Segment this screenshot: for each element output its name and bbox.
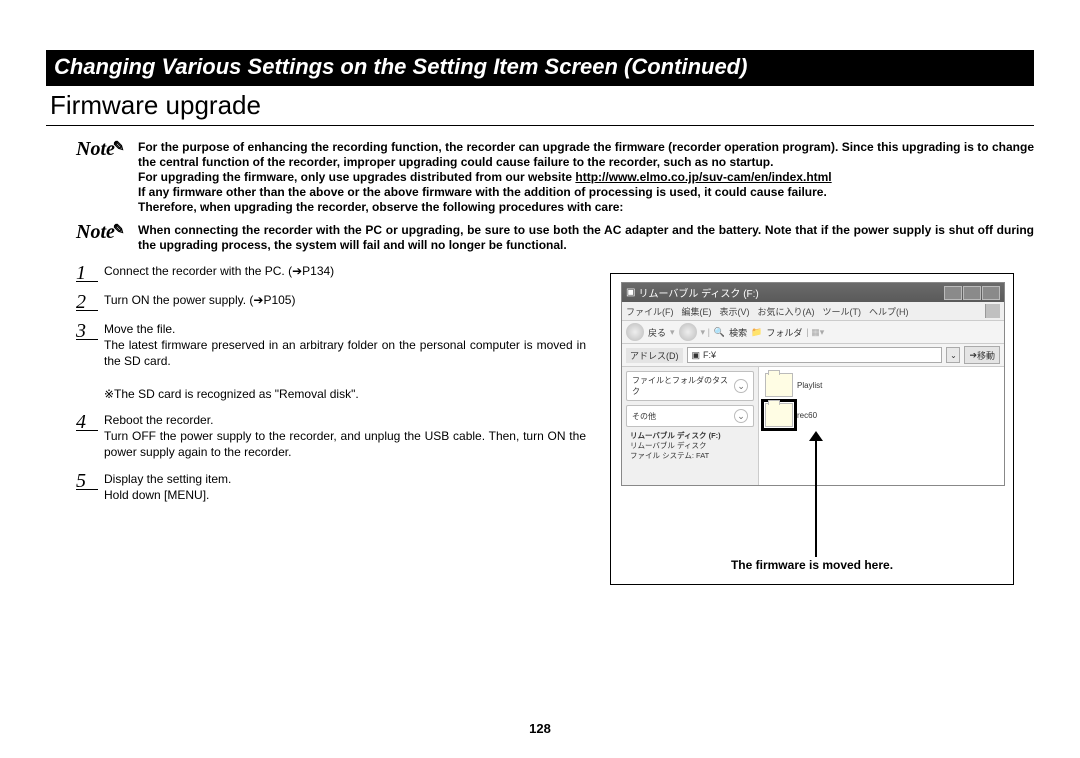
folders-label[interactable]: フォルダ (766, 326, 802, 339)
toolbar: 戻る ▾ ▾ | 🔍 検索 📁 フォルダ | ▦▾ (622, 321, 1004, 344)
menu-view[interactable]: 表示(V) (720, 305, 750, 318)
back-icon[interactable] (626, 323, 644, 341)
step-5: 5 Display the setting item. Hold down [M… (76, 469, 586, 503)
menu-edit[interactable]: 編集(E) (682, 305, 712, 318)
step-3: 3 Move the file. The latest firmware pre… (76, 319, 586, 402)
step-body: Connect the recorder with the PC. (➔P134… (104, 261, 586, 282)
step-line: The latest firmware preserved in an arbi… (104, 338, 586, 368)
step-2: 2 Turn ON the power supply. (➔P105) (76, 290, 586, 311)
window-title: リムーバブル ディスク (F:) (638, 285, 758, 300)
search-icon[interactable]: 🔍 (714, 327, 725, 338)
folders-icon[interactable]: 📁 (751, 327, 762, 338)
step-line: Hold down [MENU]. (104, 488, 209, 502)
explorer-sidebar: ファイルとフォルダのタスク ⌄ その他 ⌄ リムーバブル ディスク (F:) リ… (622, 367, 759, 485)
step-body: Turn ON the power supply. (➔P105) (104, 290, 586, 311)
step-number: 3 (76, 321, 98, 340)
forward-icon[interactable] (679, 323, 697, 341)
address-bar: アドレス(D) ▣ F:¥ ⌄ ➔ 移動 (622, 344, 1004, 367)
note-2-body: When connecting the recorder with the PC… (138, 223, 1034, 253)
step-number: 1 (76, 263, 98, 282)
side-tasks[interactable]: ファイルとフォルダのタスク ⌄ (626, 371, 754, 401)
step-line: Display the setting item. (104, 472, 231, 486)
detail-title: リムーバブル ディスク (F:) (630, 431, 750, 441)
app-logo-icon (985, 304, 1000, 318)
menu-tool[interactable]: ツール(T) (823, 305, 862, 318)
folder-label: Playlist (797, 381, 822, 390)
step-body: Move the file. The latest firmware prese… (104, 319, 586, 402)
folder-label: rec60 (797, 411, 817, 420)
maximize-icon[interactable] (963, 286, 981, 300)
minimize-icon[interactable] (944, 286, 962, 300)
address-input[interactable]: ▣ F:¥ (687, 347, 943, 363)
menu-file[interactable]: ファイル(F) (626, 305, 674, 318)
folder-item-firmware[interactable]: rec60 (765, 403, 998, 427)
hand-icon: ✎ (113, 221, 125, 237)
back-label[interactable]: 戻る (648, 326, 666, 339)
figure-box: ▣ リムーバブル ディスク (F:) ファイル(F) 編集(E) 表示(V) お… (610, 273, 1014, 585)
side-task-label: ファイルとフォルダのタスク (632, 375, 734, 397)
drive-icon: ▣ (626, 287, 635, 298)
step-number: 2 (76, 292, 98, 311)
step-line: Reboot the recorder. (104, 413, 213, 427)
address-value: F:¥ (703, 350, 716, 360)
page-header: Changing Various Settings on the Setting… (46, 50, 1034, 86)
note-1: Note✎ For the purpose of enhancing the r… (76, 140, 1034, 215)
note-label: Note (76, 221, 115, 243)
detail-line: ファイル システム: FAT (630, 451, 750, 461)
note-2: Note✎ When connecting the recorder with … (76, 223, 1034, 253)
section-title: Firmware upgrade (46, 86, 1034, 126)
chevron-icon: ⌄ (734, 379, 748, 393)
search-label[interactable]: 検索 (729, 326, 747, 339)
step-line: ※The SD card is recognized as "Removal d… (104, 387, 359, 401)
side-details: リムーバブル ディスク (F:) リムーバブル ディスク ファイル システム: … (626, 431, 754, 460)
detail-line: リムーバブル ディスク (630, 441, 750, 451)
chevron-icon: ⌄ (734, 409, 748, 423)
step-line: Turn OFF the power supply to the recorde… (104, 429, 586, 459)
step-number: 5 (76, 471, 98, 490)
address-dropdown-icon[interactable]: ⌄ (946, 347, 960, 363)
step-4: 4 Reboot the recorder. Turn OFF the powe… (76, 410, 586, 461)
step-body: Display the setting item. Hold down [MEN… (104, 469, 586, 503)
step-number: 4 (76, 412, 98, 431)
note-label: Note (76, 138, 115, 160)
note-1-body: For the purpose of enhancing the recordi… (138, 140, 1034, 215)
page-number: 128 (0, 721, 1080, 736)
menu-help[interactable]: ヘルプ(H) (869, 305, 909, 318)
address-label: アドレス(D) (626, 348, 683, 363)
drive-icon: ▣ (692, 350, 701, 361)
hand-icon: ✎ (113, 138, 125, 154)
side-other[interactable]: その他 ⌄ (626, 405, 754, 427)
step-line: Move the file. (104, 322, 175, 336)
go-button[interactable]: ➔ 移動 (964, 346, 1000, 364)
folder-icon (765, 403, 793, 427)
explorer-window: ▣ リムーバブル ディスク (F:) ファイル(F) 編集(E) 表示(V) お… (621, 282, 1005, 486)
website-url: http://www.elmo.co.jp/suv-cam/en/index.h… (575, 170, 831, 184)
step-body: Reboot the recorder. Turn OFF the power … (104, 410, 586, 461)
close-icon[interactable] (982, 286, 1000, 300)
explorer-main: Playlist rec60 (759, 367, 1004, 485)
side-other-label: その他 (632, 411, 656, 422)
steps-list: 1 Connect the recorder with the PC. (➔P1… (76, 261, 586, 585)
menu-bar: ファイル(F) 編集(E) 表示(V) お気に入り(A) ツール(T) ヘルプ(… (622, 302, 1004, 321)
folder-item-playlist[interactable]: Playlist (765, 373, 998, 397)
pointer-arrow (621, 486, 1003, 564)
window-titlebar: ▣ リムーバブル ディスク (F:) (622, 283, 1004, 302)
step-1: 1 Connect the recorder with the PC. (➔P1… (76, 261, 586, 282)
folder-icon (765, 373, 793, 397)
menu-fav[interactable]: お気に入り(A) (758, 305, 815, 318)
